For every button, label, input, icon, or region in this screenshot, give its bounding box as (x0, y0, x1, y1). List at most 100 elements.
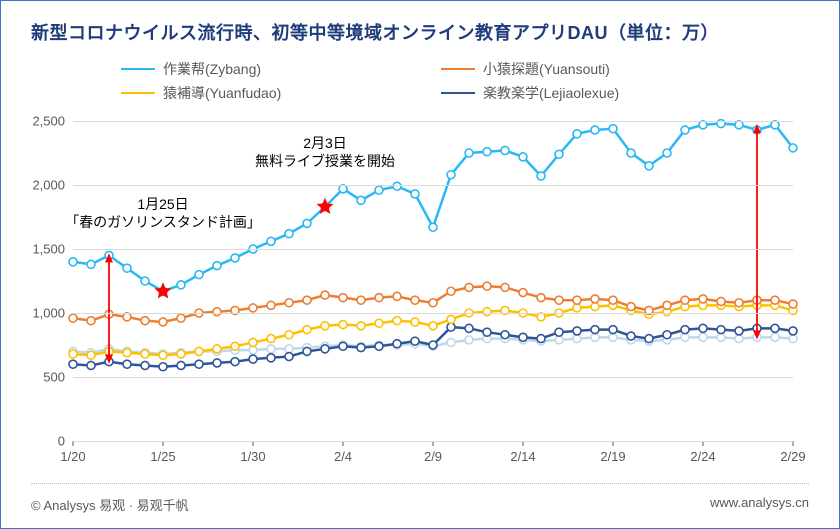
series-marker (141, 361, 149, 369)
footer-attribution: © Analysys 易观 · 易观千帆 (31, 495, 189, 514)
annotation-line1: 2月3日 (255, 134, 395, 152)
x-tick-label: 1/30 (240, 449, 265, 464)
series-marker (339, 342, 347, 350)
series-marker (717, 326, 725, 334)
series-marker (249, 346, 257, 354)
series-marker (159, 318, 167, 326)
series-marker (303, 347, 311, 355)
series-marker (375, 319, 383, 327)
series-marker (771, 121, 779, 129)
series-marker (339, 185, 347, 193)
footer-divider (31, 483, 809, 484)
annotation-line2: 「春のガソリンスタンド計画」 (65, 213, 261, 231)
y-tick-label: 1,500 (32, 242, 65, 257)
annotation: 1月25日「春のガソリンスタンド計画」 (65, 195, 261, 231)
series-marker (447, 171, 455, 179)
series-marker (573, 304, 581, 312)
series-marker (195, 271, 203, 279)
gridline (73, 377, 793, 378)
series-marker (681, 326, 689, 334)
series-marker (555, 296, 563, 304)
series-marker (699, 333, 707, 341)
series-marker (267, 237, 275, 245)
series-marker (177, 281, 185, 289)
star-marker (154, 282, 171, 298)
x-tick-label: 2/14 (510, 449, 535, 464)
series-marker (699, 121, 707, 129)
x-tick-label: 1/20 (60, 449, 85, 464)
series-marker (159, 351, 167, 359)
series-marker (87, 361, 95, 369)
series-marker (141, 317, 149, 325)
series-marker (537, 172, 545, 180)
series-marker (429, 299, 437, 307)
series-marker (411, 296, 419, 304)
series-marker (447, 323, 455, 331)
series-marker (411, 190, 419, 198)
series-marker (519, 153, 527, 161)
x-tick-label: 2/9 (424, 449, 442, 464)
y-tick-label: 1,000 (32, 306, 65, 321)
plot-svg (73, 121, 793, 441)
series-marker (429, 341, 437, 349)
series-marker (591, 303, 599, 311)
series-marker (771, 333, 779, 341)
series-marker (483, 328, 491, 336)
footer-url: www.analysys.cn (710, 495, 809, 514)
legend-label: 楽教楽学(Lejiaolexue) (483, 83, 619, 103)
series-marker (429, 223, 437, 231)
series-marker (69, 360, 77, 368)
series-marker (87, 260, 95, 268)
series-marker (429, 322, 437, 330)
series-marker (681, 296, 689, 304)
annotation: 2月3日無料ライブ授業を開始 (255, 134, 395, 170)
series-marker (789, 335, 797, 343)
series-marker (231, 358, 239, 366)
y-tick-label: 2,500 (32, 114, 65, 129)
legend-item-yuanfudao: 猿補導(Yuanfudao) (121, 83, 411, 103)
series-marker (465, 324, 473, 332)
series-marker (249, 304, 257, 312)
legend-swatch (121, 92, 155, 95)
series-marker (591, 295, 599, 303)
series-marker (609, 296, 617, 304)
series-marker (519, 333, 527, 341)
series-marker (447, 315, 455, 323)
series-marker (357, 196, 365, 204)
series-marker (771, 324, 779, 332)
series-marker (393, 340, 401, 348)
series-marker (141, 277, 149, 285)
series-marker (267, 335, 275, 343)
series-marker (591, 126, 599, 134)
series-marker (321, 345, 329, 353)
plot-area: 05001,0001,5002,0002,5001/201/251/302/42… (73, 121, 793, 441)
series-marker (141, 350, 149, 358)
series-marker (501, 331, 509, 339)
series-marker (177, 361, 185, 369)
series-marker (393, 292, 401, 300)
series-marker (789, 327, 797, 335)
series-marker (465, 283, 473, 291)
series-marker (735, 121, 743, 129)
series-marker (357, 344, 365, 352)
series-marker (123, 264, 131, 272)
series-marker (213, 262, 221, 270)
series-marker (465, 336, 473, 344)
series-marker (213, 359, 221, 367)
series-marker (411, 337, 419, 345)
series-marker (285, 230, 293, 238)
series-marker (285, 331, 293, 339)
series-marker (771, 296, 779, 304)
series-marker (663, 149, 671, 157)
annotation-line1: 1月25日 (65, 195, 261, 213)
footer: © Analysys 易观 · 易观千帆 www.analysys.cn (31, 495, 809, 514)
legend-label: 小猿探題(Yuansouti) (483, 59, 610, 79)
series-marker (699, 324, 707, 332)
series-marker (195, 347, 203, 355)
series-marker (375, 294, 383, 302)
legend-item-yuansouti: 小猿探題(Yuansouti) (441, 59, 731, 79)
series-marker (645, 162, 653, 170)
series-marker (231, 254, 239, 262)
gridline (73, 185, 793, 186)
series-marker (321, 291, 329, 299)
